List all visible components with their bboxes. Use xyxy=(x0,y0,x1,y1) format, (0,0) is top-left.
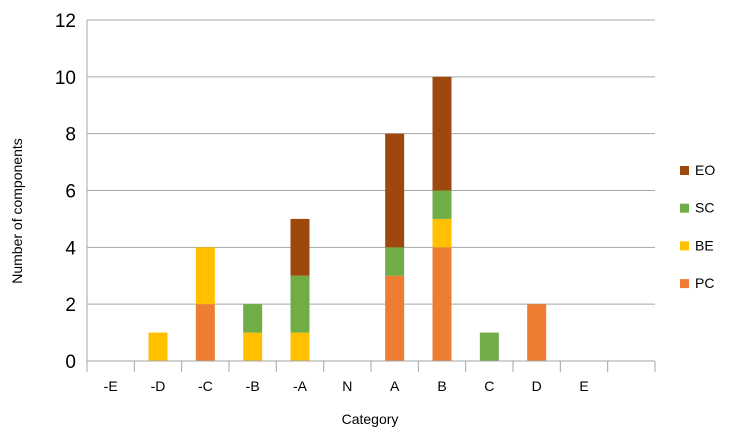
bar-segment-be xyxy=(148,332,168,361)
x-axis-title: Category xyxy=(342,411,399,427)
y-tick-label: 0 xyxy=(65,352,76,373)
bar-segment-pc xyxy=(527,304,547,361)
x-tick-label: -C xyxy=(198,378,213,394)
legend-label-sc: SC xyxy=(695,200,714,216)
bar-segment-sc xyxy=(479,332,499,361)
y-tick-label: 2 xyxy=(65,295,76,316)
legend-swatch-sc xyxy=(680,203,689,213)
bar-segment-pc xyxy=(385,275,405,361)
bar-segment-pc xyxy=(195,304,215,361)
y-tick-label: 10 xyxy=(55,68,76,89)
legend-label-be: BE xyxy=(695,237,714,253)
x-tick-label: -A xyxy=(293,378,308,394)
bar-segment-sc xyxy=(290,275,310,333)
x-tick-label: C xyxy=(484,378,494,394)
legend-swatch-pc xyxy=(680,279,689,289)
bar-segment-sc xyxy=(243,304,263,333)
y-tick-labels: 0 2 4 6 8 10 12 xyxy=(55,11,77,373)
y-tick-label: 8 xyxy=(65,125,76,146)
bar-segment-pc xyxy=(432,247,452,361)
bar-segment-eo xyxy=(432,76,452,191)
legend-label-pc: PC xyxy=(695,275,714,291)
x-tick-label: -D xyxy=(151,378,166,394)
bar-segment-be xyxy=(195,247,215,305)
y-tick-label: 12 xyxy=(55,11,76,32)
x-tick-label: -E xyxy=(104,378,118,394)
gridlines xyxy=(87,19,655,305)
legend-swatch-be xyxy=(680,241,689,251)
bar-segment-be xyxy=(290,332,310,361)
legend: EO SC BE PC xyxy=(680,162,715,291)
x-tick-label: N xyxy=(342,378,352,394)
bar-segment-eo xyxy=(385,133,405,248)
y-tick-label: 4 xyxy=(65,238,76,259)
y-tick-label: 6 xyxy=(65,182,76,203)
bar-segment-sc xyxy=(432,190,452,219)
x-tick-label: A xyxy=(390,378,400,394)
axes xyxy=(86,20,656,372)
y-axis-title: Number of components xyxy=(9,138,25,284)
bar-segment-be xyxy=(432,218,452,248)
legend-swatch-eo xyxy=(680,166,689,175)
x-tick-label: B xyxy=(437,378,446,394)
x-tick-label: E xyxy=(579,378,588,394)
bar-segment-eo xyxy=(290,218,310,276)
x-tick-labels: -E -D -C -B -A N A B C D E xyxy=(104,378,589,394)
bar-segment-be xyxy=(243,332,263,361)
bar-segment-sc xyxy=(385,247,405,276)
bars xyxy=(148,76,547,361)
x-tick-label: -B xyxy=(246,378,260,394)
legend-label-eo: EO xyxy=(695,162,715,178)
x-tick-label: D xyxy=(532,378,542,394)
